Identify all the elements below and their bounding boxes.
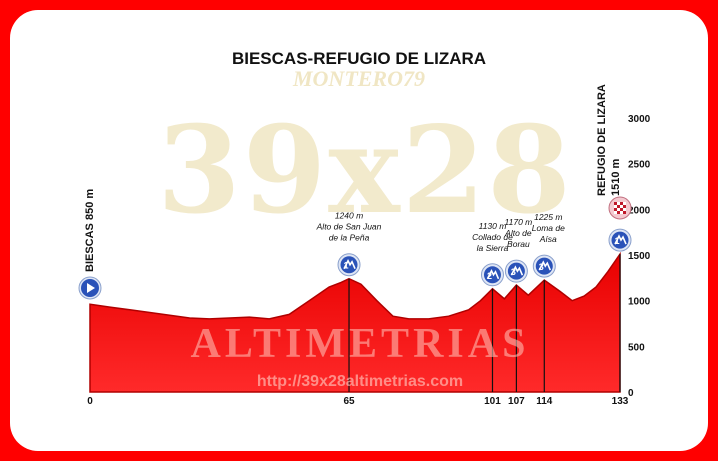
climb-category-icon: 3	[532, 254, 556, 278]
climb-mountain-glyph	[614, 234, 627, 245]
y-tick-label: 500	[628, 342, 645, 353]
finish-check-square	[620, 202, 623, 205]
y-tick-label: 2000	[628, 205, 651, 216]
y-tick-label: 3000	[628, 114, 651, 125]
climb-mountain-glyph	[343, 258, 356, 270]
climb-label-line: Alto de	[504, 228, 532, 238]
x-tick-label: 107	[508, 396, 525, 407]
watermark-logo: 39x28	[157, 100, 573, 241]
x-tick-label: 114	[536, 396, 553, 407]
start-label: BIESCAS 850 m	[84, 188, 96, 272]
finish-check-square	[623, 205, 626, 208]
climb-mountain-glyph	[486, 269, 500, 280]
climb-label-line: Loma de	[532, 223, 565, 233]
y-tick-label: 0	[628, 388, 634, 399]
finish-check-square	[620, 205, 623, 208]
climb-mountain-glyph	[538, 260, 552, 271]
climb-category-text: 3	[511, 267, 516, 277]
finish-check-square	[620, 208, 623, 211]
climb-category-text: 3	[539, 262, 544, 272]
finish-check-square	[623, 202, 626, 205]
watermark-author: MONTERO79	[292, 66, 425, 91]
climb-label-line: Borau	[507, 239, 530, 249]
y-tick-label: 2500	[628, 160, 651, 171]
finish-check-square	[617, 205, 620, 208]
climb-category-icon: 2	[480, 263, 504, 287]
y-tick-label: 1000	[628, 297, 651, 308]
x-axis-ticks: 0 65 101 107 114 133	[87, 396, 629, 407]
y-tick-label: 1500	[628, 251, 651, 262]
finish-check-square	[617, 211, 620, 214]
climb-label-line: Aísa	[539, 234, 557, 244]
finish-check-square	[617, 208, 620, 211]
markers: 1 2 3 3 1	[78, 196, 632, 300]
climb-label-line: 1225 m	[534, 212, 562, 222]
climb-category-icon: 1	[337, 253, 361, 277]
climb-category-text: 2	[487, 271, 492, 281]
finish-check-square	[617, 202, 620, 205]
finish-check-square	[614, 205, 617, 208]
climb-label-line: 1240 m	[335, 211, 363, 221]
climb-category-icon: 3	[504, 259, 528, 283]
watermark-url: http://39x28altimetrias.com	[256, 373, 464, 390]
x-tick-label: 133	[612, 396, 629, 407]
finish-label: REFUGIO DE LIZARA	[596, 84, 608, 196]
climb-label-line: 1170 m	[505, 217, 533, 227]
finish-elevation-label: 1510 m	[610, 158, 622, 196]
x-tick-label: 0	[87, 396, 93, 407]
finish-check-square	[614, 208, 617, 211]
finish-check-square	[623, 211, 626, 214]
chart-title: BIESCAS-REFUGIO DE LIZARA	[231, 49, 487, 68]
climb-label-line: de la Peña	[329, 233, 370, 243]
climb-lines	[348, 254, 621, 392]
watermark-altimetrias: ALTIMETRIAS	[190, 321, 530, 367]
finish-checkered-icon	[614, 202, 626, 214]
finish-check-square	[623, 208, 626, 211]
profile-area	[89, 251, 621, 393]
climb-category-icon: 1	[608, 228, 632, 252]
climb-label-line: Alto de San Juan	[316, 222, 382, 232]
finish-check-square	[614, 211, 617, 214]
climb-mountain-glyph	[510, 265, 524, 276]
climb-category-text: 1	[614, 236, 619, 246]
climb-label-line: Collado de	[472, 232, 513, 242]
climb-label-line: la Sierra	[477, 243, 509, 253]
finish-check-square	[620, 211, 623, 214]
finish-check-square	[614, 202, 617, 205]
x-tick-label: 101	[484, 396, 501, 407]
climb-label-line: 1130 m	[479, 221, 507, 231]
start-play-icon	[87, 283, 95, 293]
climb-category-text: 1	[344, 261, 349, 271]
x-tick-label: 65	[343, 396, 355, 407]
y-axis-ticks: 0 500 1000 1500 2000 2500 3000	[628, 114, 651, 399]
